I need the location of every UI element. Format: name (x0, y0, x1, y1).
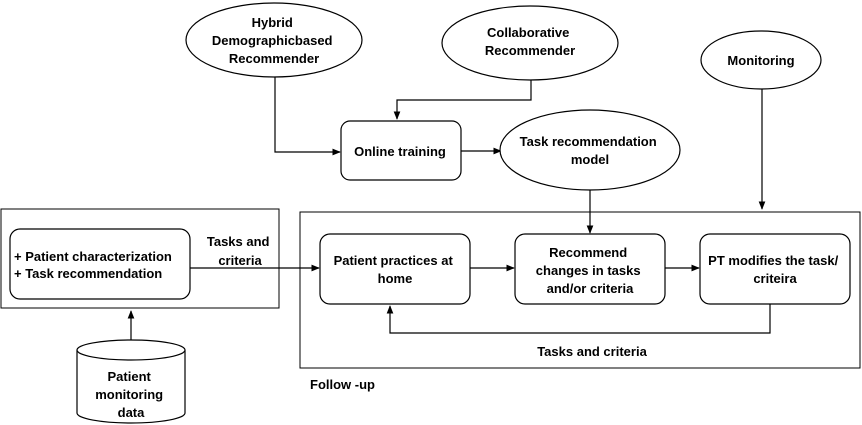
monitoring-label: Monitoring (727, 53, 794, 68)
collaborative-recommender-node (441, 5, 619, 81)
follow-up-label: Follow -up (310, 377, 375, 392)
recommend-changes-label: Recommend changes in tasks and/or criter… (536, 245, 644, 296)
task-recommendation-model-label: Task recommendation model (520, 134, 661, 167)
patient-monitoring-data-node (76, 339, 186, 424)
pt-modifies-node (699, 233, 851, 305)
tasks-criteria-bottom-label: Tasks and criteria (537, 344, 647, 359)
patient-characterization-label: + Patient characterization + Task recomm… (14, 249, 176, 281)
recommend-changes-node (514, 233, 666, 305)
pt-modifies-label: PT modifies the task/ criteira (708, 253, 842, 286)
patient-setup-frame (0, 208, 280, 309)
patient-practices-node (319, 233, 471, 305)
follow-up-frame (299, 211, 861, 369)
hybrid-recommender-label: Hybrid Demographicbased Recommender (212, 15, 336, 66)
tasks-criteria-left-label: Tasks and criteria (207, 234, 273, 268)
online-training-node (340, 120, 462, 181)
hybrid-recommender-node (185, 2, 363, 78)
patient-practices-label: Patient practices at home (334, 253, 457, 286)
online-training-label: Online training (354, 144, 446, 159)
edge-collaborative-to-training (393, 80, 532, 120)
task-recommendation-model-node (499, 109, 681, 191)
monitoring-node (700, 30, 822, 90)
edge-pt-feedback-to-practices (386, 304, 771, 334)
patient-characterization-node (9, 228, 191, 300)
patient-monitoring-data-label: Patient monitoring data (95, 369, 167, 420)
edge-hybrid-to-training (274, 73, 341, 156)
collaborative-recommender-label: Collaborative Recommender (485, 25, 575, 58)
